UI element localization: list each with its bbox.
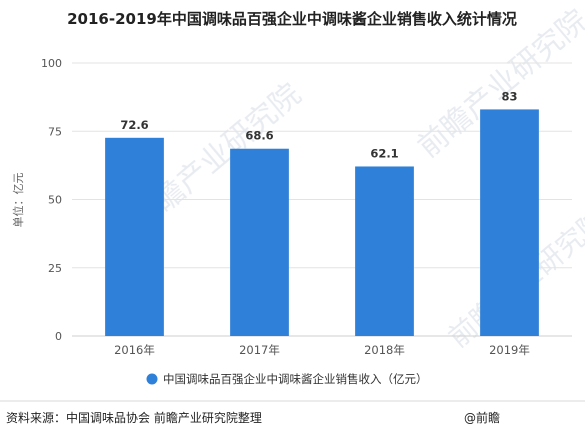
y-tick-label: 75 [48,125,62,138]
x-ticks: 2016年 2017年 2018年 2019年 [114,343,530,357]
bar-value-label: 72.6 [120,118,148,132]
bars [105,109,539,336]
bar [355,166,414,336]
bar [230,148,289,336]
footer-right: @前瞻 [464,410,500,425]
bar-value-label: 83 [501,89,517,103]
y-tick-label: 50 [48,194,62,207]
x-tick-label: 2017年 [239,343,280,357]
bar-value-label: 68.6 [245,129,273,143]
y-axis-label: 单位：亿元 [11,173,25,228]
y-tick-label: 100 [41,57,62,70]
y-ticks: 0 25 50 75 100 [41,57,62,343]
y-tick-label: 25 [48,262,62,275]
bar [480,109,539,336]
legend-label: 中国调味品百强企业中调味酱企业销售收入（亿元） [163,372,428,386]
y-tick-label: 0 [55,330,62,343]
chart-title: 2016-2019年中国调味品百强企业中调味酱企业销售收入统计情况 [67,10,517,28]
legend: 中国调味品百强企业中调味酱企业销售收入（亿元） [146,372,428,386]
x-tick-label: 2016年 [114,343,155,357]
data-labels: 72.6 68.6 62.1 83 [120,89,517,160]
bar [105,137,164,336]
legend-marker [146,373,158,385]
footer-source: 资料来源：中国调味品协会 前瞻产业研究院整理 [6,410,262,425]
bar-value-label: 62.1 [370,146,398,160]
x-tick-label: 2019年 [489,343,530,357]
x-tick-label: 2018年 [364,343,405,357]
